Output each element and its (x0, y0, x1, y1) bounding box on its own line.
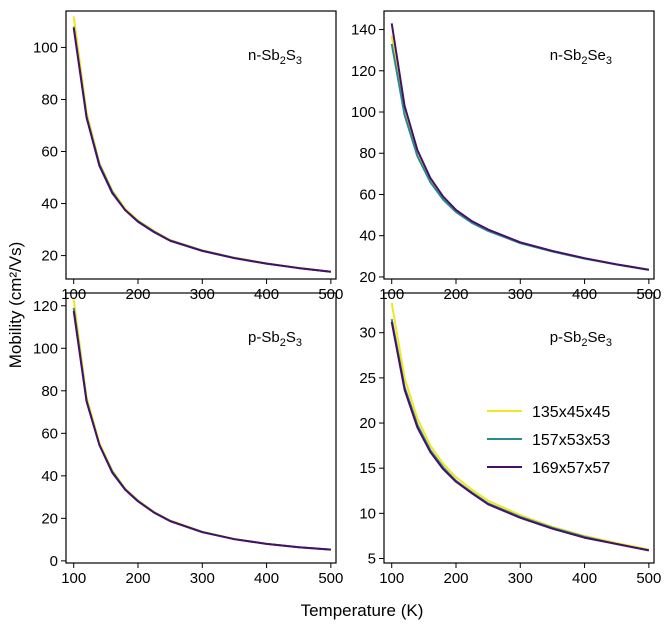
x-tick-label: 100 (61, 570, 86, 587)
x-tick-label: 100 (379, 570, 404, 587)
y-tick-label: 60 (41, 144, 58, 161)
y-tick-label: 100 (351, 104, 376, 121)
axes-frame (383, 10, 655, 280)
y-tick-label: 100 (33, 340, 58, 357)
panel-n-sb2se3: 100 200 300 400 500 20 40 60 80 100 120 140 n-Sb2Se3 (351, 10, 661, 303)
x-tick-label: 500 (318, 570, 343, 587)
series-line-157x53x53 (390, 43, 650, 271)
y-tick-label: 25 (359, 370, 376, 387)
legend-label: 135x45x45 (532, 404, 610, 421)
y-tick-label: 100 (33, 39, 58, 56)
legend-entry: 169x57x57 (487, 460, 610, 477)
panel-label: p-Sb2Se3 (550, 329, 612, 349)
series-line-169x57x57 (390, 321, 650, 552)
x-tick-label: 400 (572, 286, 597, 303)
panel-label: p-Sb2S3 (248, 329, 302, 349)
legend-label: 169x57x57 (532, 460, 610, 477)
axes-frame (65, 10, 337, 280)
y-tick-label: 140 (351, 22, 376, 39)
axes-frame (65, 292, 337, 564)
y-tick-label: 60 (41, 425, 58, 442)
x-tick-label: 500 (636, 286, 661, 303)
x-tick-label: 400 (254, 286, 279, 303)
x-tick-label: 200 (443, 570, 468, 587)
axes-frame (383, 292, 655, 564)
panel-label: n-Sb2S3 (248, 47, 302, 67)
y-tick-label: 15 (359, 460, 376, 477)
y-tick-label: 30 (359, 325, 376, 342)
legend-label: 157x53x53 (532, 432, 610, 449)
x-tick-label: 100 (61, 286, 86, 303)
y-tick-label: 120 (33, 298, 58, 315)
series-line-169x57x57 (390, 23, 650, 271)
x-tick-label: 200 (443, 286, 468, 303)
y-tick-label: 5 (368, 550, 376, 567)
x-tick-label: 400 (572, 570, 597, 587)
y-axis-title: Mobility (cm²/Vs) (6, 242, 25, 369)
x-tick-label: 200 (125, 570, 150, 587)
panel-p-sb2s3: 100 200 300 400 500 0 20 40 60 80 100 120 p-Sb2S3 (33, 292, 343, 587)
y-tick-label: 40 (41, 196, 58, 213)
series-line-169x57x57 (72, 310, 331, 551)
x-tick-label: 400 (254, 570, 279, 587)
x-tick-label: 200 (125, 286, 150, 303)
y-tick-label: 80 (359, 145, 376, 162)
series-line-169x57x57 (72, 27, 331, 273)
y-tick-label: 40 (41, 468, 58, 485)
y-tick-label: 120 (351, 63, 376, 80)
panel-n-sb2s3: 100 200 300 400 500 20 40 60 80 100 n-Sb2S3 (33, 10, 343, 303)
legend-entry: 157x53x53 (487, 432, 610, 449)
y-tick-label: 20 (41, 510, 58, 527)
series-line-135x45x45 (390, 35, 650, 271)
legend-entry: 135x45x45 (487, 404, 610, 421)
x-tick-label: 500 (318, 286, 343, 303)
legend: 135x45x45 157x53x53 169x57x57 (487, 404, 610, 477)
y-tick-label: 10 (359, 505, 376, 522)
y-tick-label: 80 (41, 383, 58, 400)
panel-label: n-Sb2Se3 (550, 47, 612, 67)
y-tick-label: 20 (359, 415, 376, 432)
x-tick-label: 300 (190, 286, 215, 303)
x-tick-label: 100 (379, 286, 404, 303)
x-tick-label: 300 (190, 570, 215, 587)
x-tick-label: 500 (636, 570, 661, 587)
y-tick-label: 0 (50, 553, 58, 570)
panel-p-sb2se3: 100 200 300 400 500 5 10 15 20 25 30 p-Sb2Se3 (359, 292, 661, 587)
y-tick-label: 20 (359, 269, 376, 286)
y-tick-label: 60 (359, 186, 376, 203)
x-tick-label: 300 (508, 286, 533, 303)
y-tick-label: 40 (359, 228, 376, 245)
x-axis-title: Temperature (K) (301, 601, 424, 620)
y-tick-label: 20 (41, 248, 58, 265)
x-tick-label: 300 (508, 570, 533, 587)
y-tick-label: 80 (41, 91, 58, 108)
